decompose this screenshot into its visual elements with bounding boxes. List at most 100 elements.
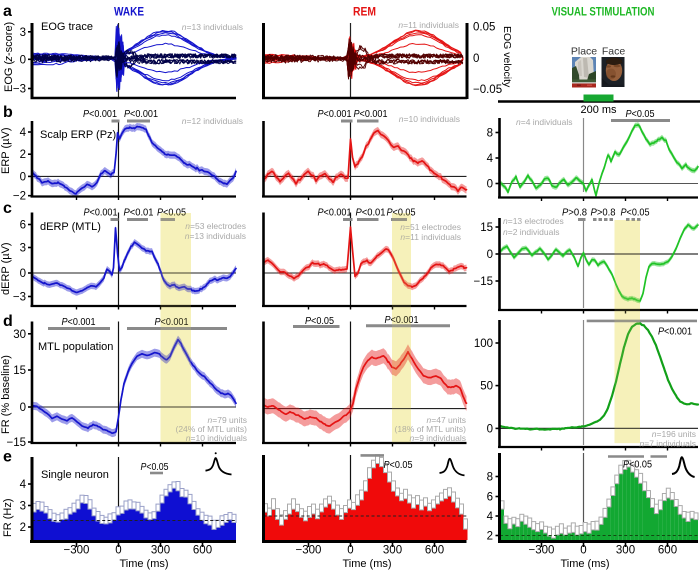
svg-text:FR (% baseline): FR (% baseline): [0, 355, 12, 434]
svg-text:P<0.001: P<0.001: [155, 317, 189, 328]
svg-text:n=2 individuals: n=2 individuals: [503, 227, 559, 237]
svg-text:P>0.8: P>0.8: [562, 207, 587, 219]
svg-text:3: 3: [20, 243, 26, 255]
svg-text:0: 0: [487, 249, 493, 261]
svg-text:Time (ms): Time (ms): [119, 558, 168, 570]
svg-text:P<0.05: P<0.05: [384, 460, 413, 471]
svg-text:Face: Face: [602, 46, 626, 58]
svg-text:P<0.001: P<0.001: [658, 327, 692, 338]
svg-text:P<0.001: P<0.001: [318, 208, 352, 219]
svg-text:300: 300: [616, 545, 635, 557]
svg-text:n=47 units: n=47 units: [427, 415, 466, 425]
svg-text:8: 8: [487, 472, 493, 484]
svg-text:50: 50: [480, 381, 493, 393]
svg-text:600: 600: [425, 545, 444, 557]
svg-text:−3: −3: [13, 84, 26, 96]
svg-text:n=13 individuals: n=13 individuals: [185, 231, 246, 241]
svg-text:n=7 individuals: n=7 individuals: [640, 439, 696, 449]
svg-text:P<0.05: P<0.05: [626, 109, 655, 120]
svg-text:0: 0: [487, 423, 493, 435]
svg-text:(24% of MTL units): (24% of MTL units): [176, 424, 248, 434]
svg-text:15: 15: [480, 222, 493, 234]
svg-text:0: 0: [487, 179, 493, 191]
svg-text:P<0.05: P<0.05: [141, 462, 169, 473]
svg-text:EOG velocity: EOG velocity: [501, 26, 513, 88]
svg-text:WAKE: WAKE: [114, 7, 144, 19]
svg-text:n=196 units: n=196 units: [652, 429, 696, 439]
svg-text:P<0.001: P<0.001: [124, 109, 158, 120]
svg-text:−15: −15: [6, 437, 26, 449]
svg-text:EOG (: EOG (: [3, 60, 15, 92]
svg-text:P<0.05: P<0.05: [305, 316, 334, 327]
svg-text:REM: REM: [353, 7, 376, 19]
svg-text:2: 2: [20, 149, 26, 161]
svg-text:P<0.05: P<0.05: [621, 207, 650, 219]
svg-text:Single neuron: Single neuron: [41, 469, 109, 481]
svg-text:600: 600: [658, 545, 677, 557]
svg-text:0: 0: [580, 545, 586, 557]
svg-text:−300: −300: [296, 545, 322, 557]
svg-text:n=79 units: n=79 units: [208, 415, 247, 425]
svg-text:2: 2: [487, 531, 493, 543]
svg-text:15: 15: [13, 365, 26, 377]
svg-text:ERP (µV): ERP (µV): [0, 128, 12, 174]
svg-text:n=11 individuals: n=11 individuals: [398, 20, 459, 30]
svg-text:d: d: [3, 313, 13, 330]
svg-text:n=4 individuals: n=4 individuals: [516, 117, 572, 127]
svg-text:b: b: [3, 104, 13, 121]
svg-text:4: 4: [20, 127, 27, 139]
svg-text:a: a: [3, 3, 12, 20]
svg-text:dERP (MTL): dERP (MTL): [40, 221, 101, 233]
svg-text:MTL population: MTL population: [38, 341, 113, 353]
svg-text:Time (ms): Time (ms): [342, 558, 391, 570]
svg-text:6: 6: [487, 492, 493, 504]
svg-text:P>0.8: P>0.8: [591, 207, 616, 219]
svg-text:P<0.001: P<0.001: [84, 208, 118, 219]
svg-text:0: 0: [20, 402, 26, 414]
svg-text:Scalp ERP (Pz): Scalp ERP (Pz): [40, 129, 116, 141]
svg-text:n=9 individuals: n=9 individuals: [410, 433, 466, 443]
svg-text:Place: Place: [571, 46, 597, 58]
svg-text:c: c: [3, 200, 12, 217]
svg-text:P<0.01: P<0.01: [356, 208, 386, 219]
svg-text:−3: −3: [13, 292, 26, 304]
svg-text:P<0.05: P<0.05: [157, 208, 186, 219]
svg-text:8: 8: [487, 128, 493, 140]
svg-text:0.05: 0.05: [473, 21, 495, 33]
svg-text:VISUAL STIMULATION: VISUAL STIMULATION: [552, 7, 655, 19]
svg-text:P<0.01: P<0.01: [124, 208, 154, 219]
svg-text:n=12 individuals: n=12 individuals: [182, 116, 243, 126]
svg-text:200 ms: 200 ms: [580, 104, 617, 116]
svg-text:100: 100: [474, 338, 493, 350]
svg-text:n=13 individuals: n=13 individuals: [182, 22, 243, 32]
svg-text:P<0.001: P<0.001: [83, 109, 117, 120]
svg-text:(18% of MTL units): (18% of MTL units): [395, 424, 467, 434]
svg-text:0: 0: [20, 171, 26, 183]
svg-text:P<0.001: P<0.001: [62, 317, 96, 328]
svg-text:0: 0: [115, 545, 121, 557]
svg-text:dERP (µV): dERP (µV): [0, 242, 12, 295]
svg-text:0: 0: [347, 545, 353, 557]
svg-text:0: 0: [20, 268, 26, 280]
svg-text:n=13 electrodes: n=13 electrodes: [503, 216, 564, 226]
svg-text:−2: −2: [13, 191, 26, 203]
svg-text:P<0.05: P<0.05: [387, 208, 416, 219]
svg-text:n=10 individuals: n=10 individuals: [399, 114, 460, 124]
svg-text:−15: −15: [473, 276, 493, 288]
svg-text:30: 30: [13, 329, 26, 341]
svg-text:Time (ms): Time (ms): [560, 558, 609, 570]
svg-text:0: 0: [20, 54, 26, 66]
svg-text:n=51 electrodes: n=51 electrodes: [400, 222, 461, 232]
svg-text:4: 4: [20, 479, 27, 491]
svg-text:0: 0: [473, 53, 479, 65]
svg-text:4: 4: [487, 153, 494, 165]
svg-text:4: 4: [487, 511, 494, 523]
svg-text:FR (Hz): FR (Hz): [2, 499, 14, 538]
svg-text:600: 600: [193, 545, 212, 557]
svg-text:−300: −300: [529, 545, 555, 557]
svg-text:P<0.001: P<0.001: [385, 315, 419, 326]
svg-text:n=11 individuals: n=11 individuals: [400, 232, 461, 242]
svg-text:6: 6: [20, 220, 26, 232]
svg-text:n=53 electrodes: n=53 electrodes: [185, 221, 246, 231]
svg-text:3: 3: [20, 27, 26, 39]
